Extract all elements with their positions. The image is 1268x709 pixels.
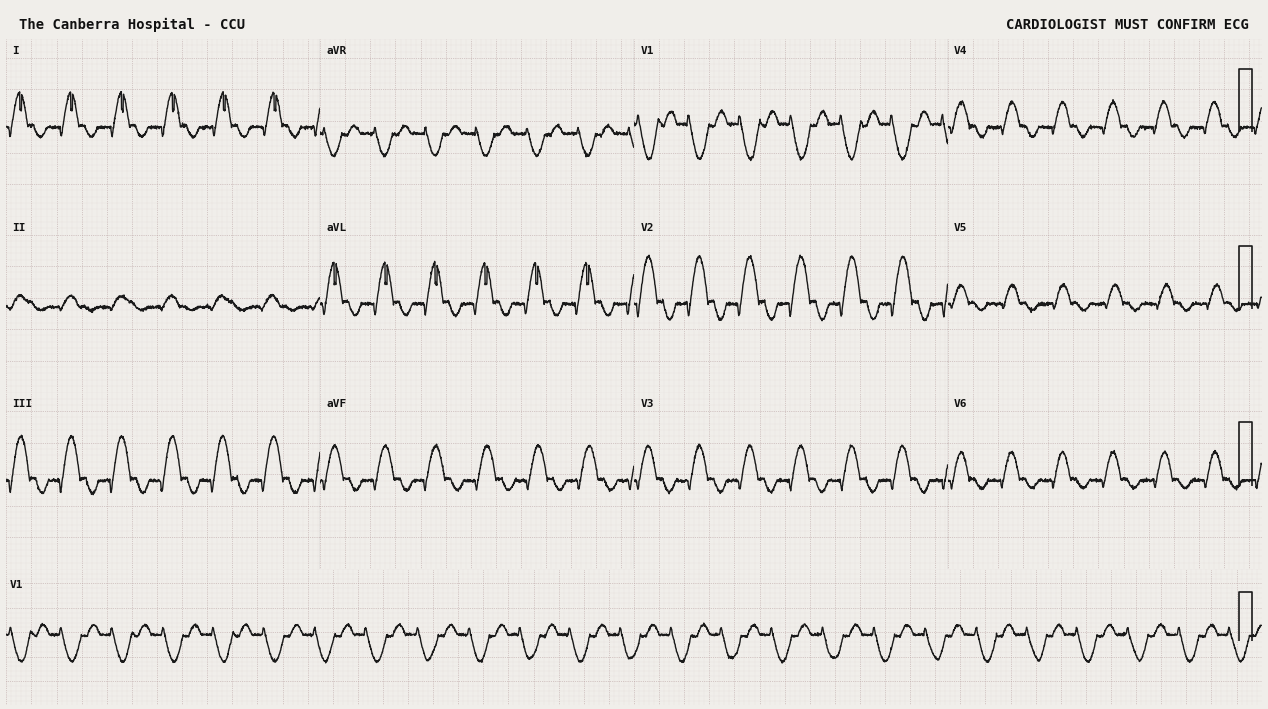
Text: V1: V1 <box>640 46 654 56</box>
Text: V6: V6 <box>954 399 967 409</box>
Text: aVL: aVL <box>326 223 346 233</box>
Text: V4: V4 <box>954 46 967 56</box>
Text: V3: V3 <box>640 399 654 409</box>
Text: CARDIOLOGIST MUST CONFIRM ECG: CARDIOLOGIST MUST CONFIRM ECG <box>1006 18 1249 32</box>
Text: V1: V1 <box>10 580 24 590</box>
Text: V5: V5 <box>954 223 967 233</box>
Text: aVF: aVF <box>326 399 346 409</box>
Text: aVR: aVR <box>326 46 346 56</box>
Text: V2: V2 <box>640 223 654 233</box>
Text: The Canberra Hospital - CCU: The Canberra Hospital - CCU <box>19 18 245 32</box>
Text: III: III <box>13 399 33 409</box>
Text: I: I <box>13 46 19 56</box>
Text: II: II <box>13 223 27 233</box>
